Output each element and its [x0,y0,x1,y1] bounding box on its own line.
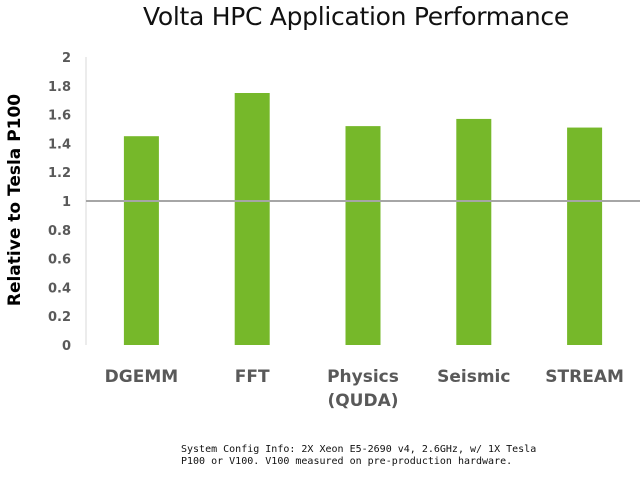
y-tick-label: 0 [62,339,71,354]
chart-title: Volta HPC Application Performance [143,2,569,31]
x-category-label: STREAM [545,367,624,387]
y-tick-label: 1.4 [48,137,71,152]
y-tick-label: 0.8 [48,224,71,239]
x-category-label: DGEMM [105,367,179,387]
x-category-label: FFT [235,367,270,387]
y-tick-label: 0.4 [48,281,71,296]
y-tick-label: 0.2 [48,310,71,325]
y-tick-label: 0.6 [48,253,71,268]
y-tick-label: 1 [62,195,71,210]
bar-physics [345,126,381,346]
bar-seismic [456,118,492,345]
y-tick-label: 1.6 [48,109,71,124]
footnote: System Config Info: 2X Xeon E5-2690 v4, … [181,444,537,467]
y-tick-label: 2 [62,51,71,66]
x-category-label: Seismic [437,367,510,387]
bar-dgemm [123,136,159,345]
y-tick-label: 1.8 [48,80,71,95]
bar-stream [567,127,603,345]
y-tick-label: 1.2 [48,166,71,181]
x-category-label: Physics (QUDA) [327,367,399,411]
bar-chart: 0 0.2 0.4 0.6 0.8 1 1.2 1.4 1.6 1.8 2 DGEMM FFT Physi… [48,51,640,411]
bar-fft [234,93,270,345]
